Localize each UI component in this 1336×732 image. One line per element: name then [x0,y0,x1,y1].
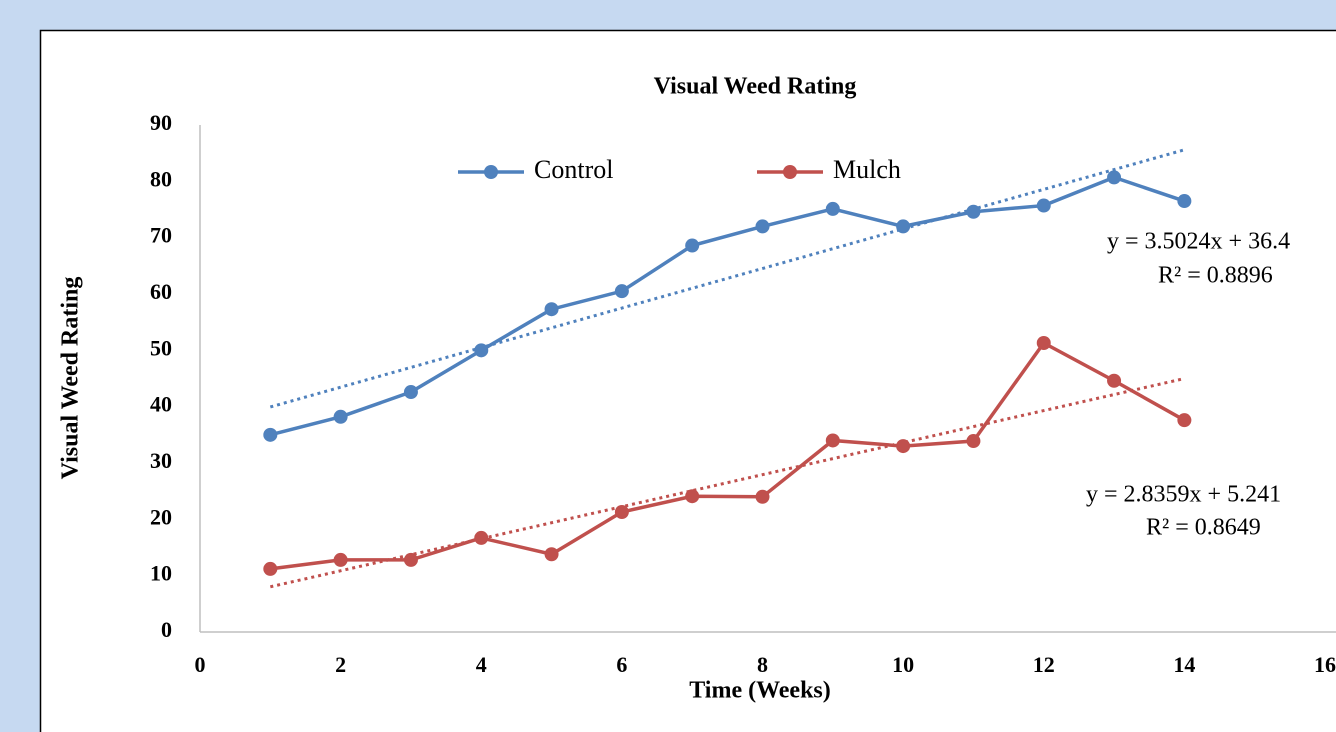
data-point [263,561,278,576]
data-point [1107,170,1122,185]
x-tick-label: 6 [616,652,627,677]
data-point [333,552,348,567]
y-tick-label: 70 [150,223,172,248]
x-tick-label: 14 [1173,652,1195,677]
y-tick-label: 20 [150,504,172,529]
y-axis-title: Visual Weed Rating [58,277,84,480]
y-tick-label: 90 [150,110,172,135]
y-tick-label: 30 [150,448,172,473]
trend-equation: y = 3.5024x + 36.4 [1107,229,1290,255]
y-tick-label: 0 [161,617,172,642]
data-point [896,219,911,234]
series-line [269,175,1185,437]
y-tick-label: 40 [150,392,172,417]
data-point [825,201,840,216]
data-point [685,489,700,504]
data-point [544,302,559,317]
y-tick-label: 80 [150,166,172,191]
data-point [474,343,489,358]
data-point [966,204,981,219]
data-point [544,547,559,562]
trend-equation: y = 2.8359x + 5.241 [1086,482,1281,508]
y-tick-label: 50 [150,335,172,360]
legend-label: Control [534,155,613,184]
x-tick-label: 12 [1033,652,1055,677]
legend-marker [484,165,498,179]
y-tick-label: 60 [150,279,172,304]
trend-r2: R² = 0.8896 [1158,263,1273,289]
y-tick-label: 10 [150,561,172,586]
data-point [755,219,770,234]
data-point [614,505,629,520]
x-tick-label: 0 [195,652,206,677]
chart-area [39,29,1336,732]
x-tick-label: 2 [335,652,346,677]
data-point [474,530,489,545]
data-point [403,552,418,567]
data-point [896,439,911,454]
data-point [685,238,700,253]
trend-r2: R² = 0.8649 [1146,515,1261,541]
data-point [614,284,629,299]
data-point [263,427,278,442]
data-point [1036,336,1051,351]
trendline [269,148,1185,409]
x-tick-label: 8 [757,652,768,677]
data-point [825,433,840,448]
x-axis-title: Time (Weeks) [689,678,831,704]
data-point [403,385,418,400]
data-point [333,409,348,424]
trendline [269,377,1185,589]
data-point [1036,198,1051,213]
data-point [755,489,770,504]
x-tick-label: 10 [892,652,914,677]
chart-title: Visual Weed Rating [654,74,857,100]
data-point [1107,373,1122,388]
x-tick-label: 16 [1314,652,1336,677]
legend-marker [783,165,797,179]
legend-label: Mulch [833,155,901,184]
data-point [1177,413,1192,428]
series-line [270,340,1186,571]
data-point [1177,194,1192,209]
data-point [966,434,981,449]
x-tick-label: 4 [476,652,487,677]
